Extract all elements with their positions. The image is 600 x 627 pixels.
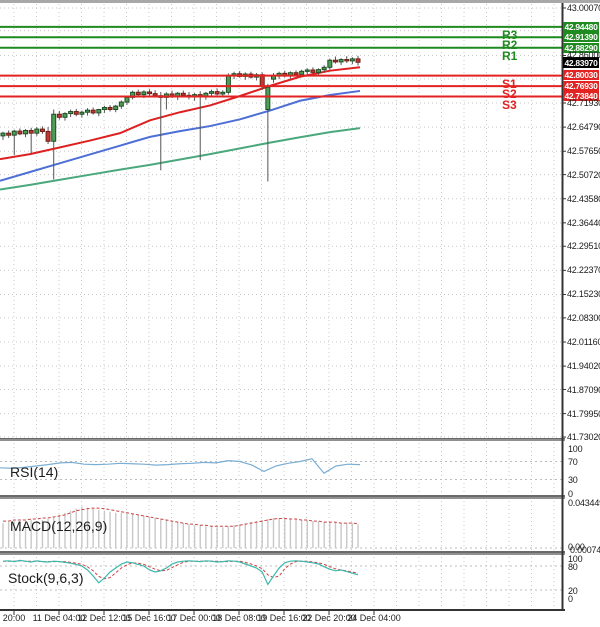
candle-bullish (96, 109, 102, 114)
candle-bullish (118, 101, 124, 107)
candle-bullish (338, 59, 344, 63)
candle-bearish (293, 72, 299, 75)
candle-bullish (141, 91, 147, 96)
candle-bullish (34, 128, 40, 134)
candle-bearish (45, 130, 51, 142)
stoch-d-line (3, 560, 359, 580)
candle-bearish (180, 92, 186, 96)
candle-bearish (135, 91, 141, 96)
candle-bullish (23, 129, 29, 135)
candle-bullish (0, 132, 6, 137)
candle-bullish (11, 130, 17, 136)
candle-bearish (355, 58, 361, 63)
candle-bullish (51, 113, 57, 142)
candle-bullish (299, 70, 305, 75)
candle-bearish (152, 93, 158, 97)
window-top-strip (0, 0, 600, 3)
panel-separator (0, 495, 565, 499)
rsi-line (0, 458, 361, 474)
candle-bearish (214, 91, 220, 95)
candle-bullish (349, 58, 355, 62)
candle-bearish (332, 59, 338, 63)
panel-separator (0, 551, 565, 555)
candle-bearish (39, 128, 45, 132)
candle-bullish (113, 105, 119, 111)
price-axis-line (561, 3, 564, 611)
stoch-k-line (2, 559, 359, 586)
candle-bullish (62, 113, 68, 118)
ma-fast-line (0, 66, 361, 161)
candle-bearish (17, 130, 23, 135)
ma-slow-line (0, 127, 361, 191)
candle-bearish (344, 59, 350, 62)
macd-signal-line (3, 507, 359, 527)
ma-mid-line (0, 89, 361, 182)
candle-bearish (107, 106, 113, 111)
candle-bearish (56, 113, 62, 118)
candle-bullish (220, 91, 226, 95)
candle-bearish (28, 129, 34, 134)
candle-bullish (79, 111, 85, 115)
candle-bullish (124, 96, 130, 103)
candle-bullish (101, 106, 107, 111)
candle-bullish (304, 69, 310, 72)
time-axis-line (0, 609, 565, 611)
candle-bearish (310, 69, 316, 73)
candle-bearish (90, 109, 96, 114)
candle-bearish (73, 111, 79, 115)
candle-bullish (68, 111, 74, 115)
candle-bullish (208, 91, 214, 94)
candle-bearish (6, 132, 12, 136)
candle-bullish (321, 66, 327, 71)
candle-bearish (147, 91, 153, 95)
candle-bullish (225, 74, 231, 93)
candle-bullish (265, 86, 271, 111)
price-axis[interactable] (563, 3, 600, 609)
candle-bullish (327, 59, 333, 68)
candle-bullish (316, 69, 322, 73)
time-axis[interactable] (0, 611, 600, 627)
candle-bullish (85, 109, 91, 113)
